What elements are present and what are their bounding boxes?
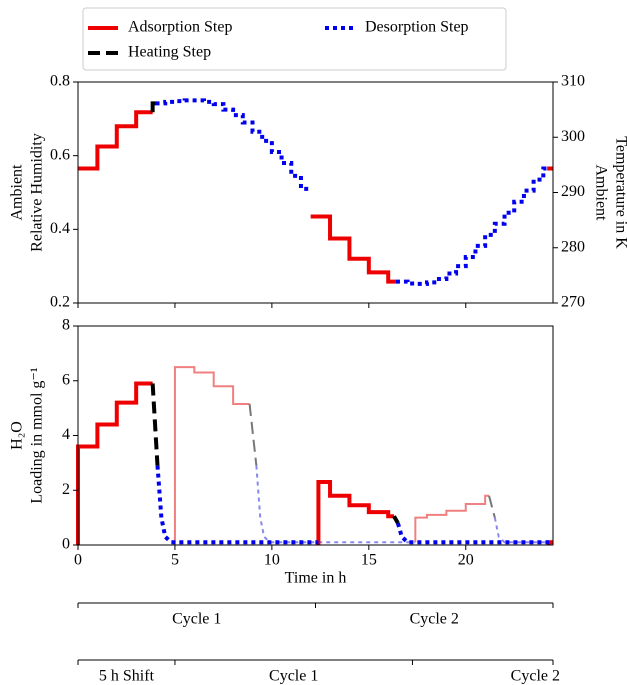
plot-frame <box>77 81 554 304</box>
series-line <box>255 465 553 544</box>
cycle-label: Cycle 1 <box>172 611 221 628</box>
legend-label: Adsorption Step <box>128 19 232 36</box>
series-line <box>155 465 550 545</box>
series-line <box>76 381 553 545</box>
x-tick-label: 5 <box>171 552 179 569</box>
x-tick-label: 0 <box>74 552 82 569</box>
series-line <box>173 366 490 545</box>
series-line <box>150 101 156 113</box>
series-line <box>150 383 400 525</box>
cycle-label: Cycle 1 <box>269 668 318 685</box>
legend-label: Heating Step <box>128 44 211 61</box>
y2-tick-label: 290 <box>561 183 585 200</box>
series-line <box>78 110 553 284</box>
y2-axis-label: Ambient <box>592 165 609 222</box>
y-axis-label: H₂O <box>9 421 26 450</box>
y-tick-label: 0.8 <box>50 73 70 90</box>
y-tick-label: 0.4 <box>50 220 70 237</box>
y2-axis-label: Temperature in K <box>612 136 627 249</box>
y-tick-label: 0.6 <box>50 146 70 163</box>
x-tick-label: 15 <box>361 552 377 569</box>
y-tick-label: 2 <box>62 481 70 498</box>
cycle-label: Cycle 2 <box>511 668 560 685</box>
y-axis-label: Loading in mmol g⁻¹ <box>29 367 46 504</box>
y-tick-label: 0 <box>62 536 70 553</box>
y2-tick-label: 310 <box>561 73 585 90</box>
y-axis-label: Ambient <box>9 164 26 221</box>
y-tick-label: 4 <box>62 426 70 443</box>
cycle-label: Cycle 2 <box>410 611 459 628</box>
plot-frame <box>77 325 554 546</box>
series-line <box>155 98 548 286</box>
series-line <box>248 403 496 518</box>
cycle-label: 5 h Shift <box>99 668 155 685</box>
legend-label: Desorption Step <box>365 19 469 36</box>
y2-tick-label: 280 <box>561 238 585 255</box>
y-tick-label: 8 <box>62 317 70 334</box>
y2-tick-label: 300 <box>561 128 585 145</box>
y-tick-label: 6 <box>62 371 70 388</box>
x-tick-label: 10 <box>264 552 280 569</box>
legend-frame <box>82 7 507 71</box>
x-axis-label: Time in h <box>285 570 347 587</box>
y2-tick-label: 270 <box>561 294 585 311</box>
x-tick-label: 20 <box>458 552 474 569</box>
y-tick-label: 0.2 <box>50 294 70 311</box>
y-axis-label: Relative Humidity <box>29 133 46 252</box>
